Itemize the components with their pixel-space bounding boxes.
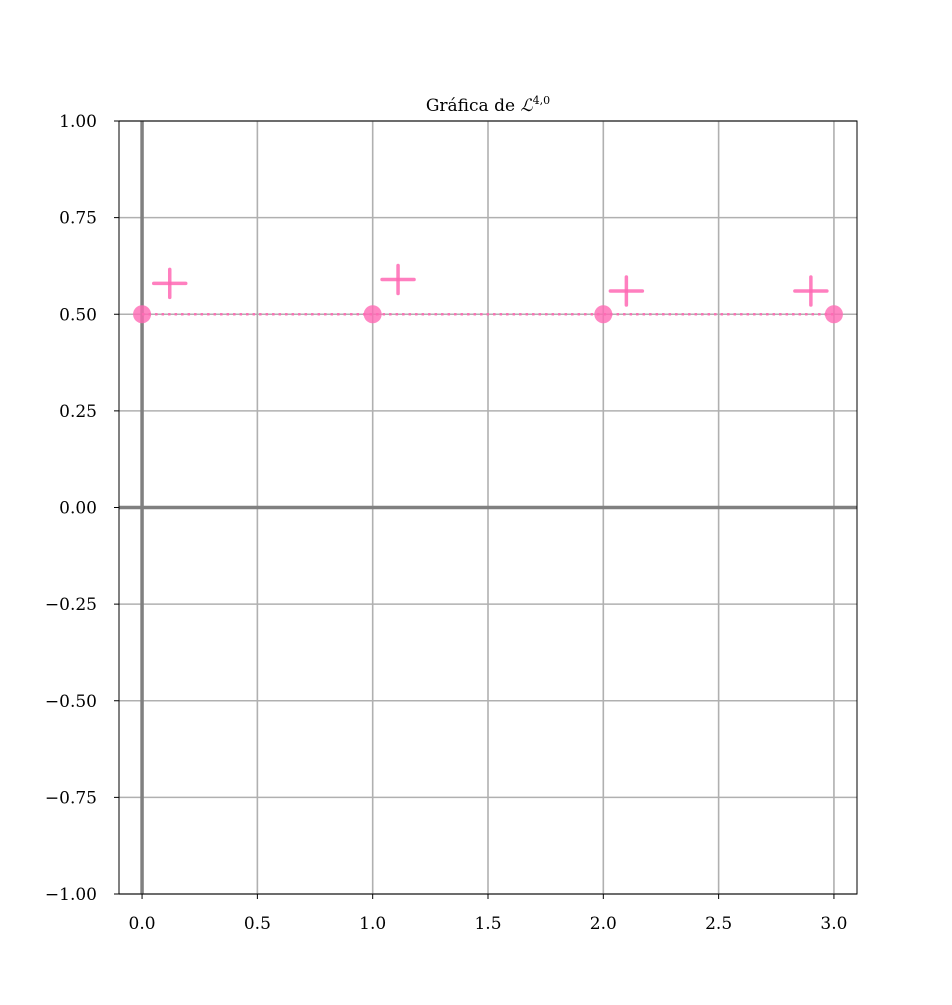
title-math: ℒ bbox=[520, 96, 533, 116]
x-tick-label-4: 2.0 bbox=[590, 914, 617, 934]
y-tick-label-4: 0.00 bbox=[59, 499, 97, 519]
y-tick-label-6: 0.50 bbox=[59, 305, 97, 325]
x-tick-label-0: 0.0 bbox=[129, 914, 156, 934]
y-axis-ticks: −1.00 −0.75 −0.50 −0.25 0.00 0.25 0.50 0.75 1.00 bbox=[45, 112, 119, 905]
y-tick-label-3: −0.25 bbox=[45, 595, 97, 615]
x-tick-label-6: 3.0 bbox=[820, 914, 847, 934]
plus-marker-3 bbox=[793, 275, 829, 307]
plus-marker-2 bbox=[608, 275, 645, 307]
y-tick-label-7: 0.75 bbox=[59, 209, 97, 229]
title-text: Gráfica de bbox=[426, 96, 521, 116]
series bbox=[133, 305, 843, 324]
y-tick-label-1: −0.75 bbox=[45, 788, 97, 808]
chart-title: Gráfica de ℒ4,0 bbox=[426, 94, 550, 116]
annotations bbox=[151, 263, 829, 307]
x-tick-label-2: 1.0 bbox=[359, 914, 386, 934]
y-tick-label-5: 0.25 bbox=[59, 402, 97, 422]
data-point-2 bbox=[594, 305, 613, 324]
data-point-1 bbox=[363, 305, 382, 324]
x-tick-label-1: 0.5 bbox=[244, 914, 271, 934]
zero-axes bbox=[119, 121, 857, 894]
y-tick-label-8: 1.00 bbox=[59, 112, 97, 132]
title-sup: 4,0 bbox=[533, 94, 551, 107]
x-axis-ticks: 0.0 0.5 1.0 1.5 2.0 2.5 3.0 bbox=[129, 894, 847, 934]
x-tick-label-3: 1.5 bbox=[474, 914, 501, 934]
x-tick-label-5: 2.5 bbox=[705, 914, 732, 934]
y-tick-label-0: −1.00 bbox=[45, 885, 97, 905]
y-tick-label-2: −0.50 bbox=[45, 692, 97, 712]
plus-marker-0 bbox=[151, 267, 188, 300]
data-point-0 bbox=[133, 305, 152, 324]
data-point-3 bbox=[824, 305, 843, 324]
plus-marker-1 bbox=[380, 263, 416, 296]
